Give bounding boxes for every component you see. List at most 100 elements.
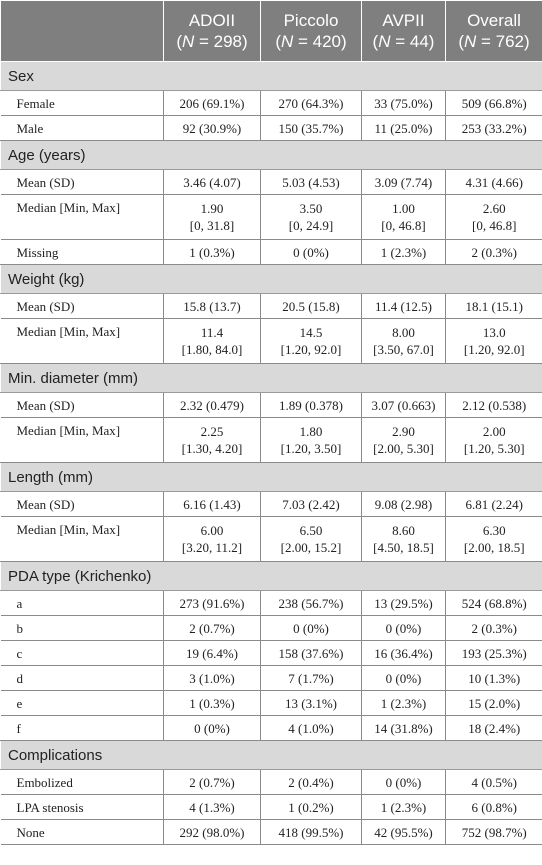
header-avpii: AVPII (N = 44) bbox=[361, 0, 446, 62]
row-label: f bbox=[0, 715, 164, 741]
value-cell: 206 (69.1%) bbox=[163, 90, 261, 116]
range-value: [2.00, 15.2] bbox=[280, 540, 342, 555]
section-title: Min. diameter (mm) bbox=[0, 363, 542, 393]
table-row: Mean (SD) 2.32 (0.479) 1.89 (0.378) 3.07 (0… bbox=[0, 392, 542, 418]
value-cell: 0 (0%) bbox=[361, 665, 446, 691]
median-value: 14.5 bbox=[299, 325, 323, 340]
value-cell: 2 (0.7%) bbox=[163, 615, 261, 641]
range-value: [1.20, 92.0] bbox=[463, 342, 525, 357]
row-label: Mean (SD) bbox=[0, 491, 164, 517]
header-n: 762 bbox=[495, 32, 525, 51]
row-label: Mean (SD) bbox=[0, 293, 164, 319]
range-value: [1.80, 84.0] bbox=[181, 342, 243, 357]
row-label: b bbox=[0, 615, 164, 641]
row-label: Median [Min, Max] bbox=[0, 417, 164, 463]
median-value: 11.4 bbox=[200, 325, 224, 340]
value-cell: 238 (56.7%) bbox=[260, 590, 362, 616]
range-value: [4.50, 18.5] bbox=[373, 540, 434, 555]
value-cell: 2 (0.7%) bbox=[163, 769, 261, 795]
table-row: Female 206 (69.1%) 270 (64.3%) 33 (75.0%) 50… bbox=[0, 90, 542, 116]
section-row: Age (years) bbox=[0, 140, 542, 170]
value-cell: 6.81 (2.24) bbox=[445, 491, 542, 517]
median-value: 6.00 bbox=[200, 523, 224, 538]
value-cell: 6 (0.8%) bbox=[445, 794, 542, 820]
section-row: Complications bbox=[0, 740, 542, 770]
table-row: Missing 1 (0.3%) 0 (0%) 1 (2.3%) 2 (0.3%) bbox=[0, 239, 542, 265]
row-label: Female bbox=[0, 90, 164, 116]
value-cell: 2 (0.3%) bbox=[445, 615, 542, 641]
value-cell: 6.00 [3.20, 11.2] bbox=[163, 516, 261, 562]
table-row: a 273 (91.6%) 238 (56.7%) 13 (29.5%) 524 (68… bbox=[0, 590, 542, 616]
value-cell: 1.90 [0, 31.8] bbox=[163, 194, 261, 240]
section-title: Age (years) bbox=[0, 140, 542, 170]
table-row: Male 92 (30.9%) 150 (35.7%) 11 (25.0%) 253 (… bbox=[0, 115, 542, 141]
value-cell: 13.0 [1.20, 92.0] bbox=[445, 318, 542, 364]
range-value: [0, 46.8] bbox=[472, 218, 517, 233]
value-cell: 4 (1.3%) bbox=[163, 794, 261, 820]
median-value: 2.60 bbox=[482, 201, 506, 216]
value-cell: 20.5 (15.8) bbox=[260, 293, 362, 319]
value-cell: 2.25 [1.30, 4.20] bbox=[163, 417, 261, 463]
range-value: [1.20, 5.30] bbox=[463, 441, 525, 456]
header-n: 298 bbox=[213, 32, 243, 51]
value-cell: 0 (0%) bbox=[361, 615, 446, 641]
value-cell: 509 (66.8%) bbox=[445, 90, 542, 116]
value-cell: 10 (1.3%) bbox=[445, 665, 542, 691]
value-cell: 158 (37.6%) bbox=[260, 640, 362, 666]
value-cell: 15.8 (13.7) bbox=[163, 293, 261, 319]
row-label: Median [Min, Max] bbox=[0, 194, 164, 240]
value-cell: 14 (31.8%) bbox=[361, 715, 446, 741]
median-value: 1.90 bbox=[200, 201, 224, 216]
range-value: [2.00, 18.5] bbox=[463, 540, 525, 555]
section-row: Min. diameter (mm) bbox=[0, 363, 542, 393]
header-name: AVPII bbox=[382, 11, 425, 30]
value-cell: 0 (0%) bbox=[163, 715, 261, 741]
table-row: Median [Min, Max] 2.25 [1.30, 4.20] 1.80 [1.… bbox=[0, 417, 542, 463]
value-cell: 2.60 [0, 46.8] bbox=[445, 194, 542, 240]
row-label: Mean (SD) bbox=[0, 392, 164, 418]
value-cell: 273 (91.6%) bbox=[163, 590, 261, 616]
value-cell: 4.31 (4.66) bbox=[445, 169, 542, 195]
table-row: Median [Min, Max] 6.00 [3.20, 11.2] 6.50 [2.… bbox=[0, 516, 542, 562]
value-cell: 3 (1.0%) bbox=[163, 665, 261, 691]
value-cell: 42 (95.5%) bbox=[361, 819, 446, 845]
section-title: Complications bbox=[0, 740, 542, 770]
header-row: ADOII (N = 298) Piccolo (N = 420) AVPII … bbox=[0, 0, 542, 62]
range-value: [0, 46.8] bbox=[381, 218, 426, 233]
header-count: (N = 298) bbox=[176, 32, 248, 51]
section-row: PDA type (Krichenko) bbox=[0, 561, 542, 591]
value-cell: 2 (0.4%) bbox=[260, 769, 362, 795]
section-title: PDA type (Krichenko) bbox=[0, 561, 542, 591]
value-cell: 2 (0.3%) bbox=[445, 239, 542, 265]
value-cell: 15 (2.0%) bbox=[445, 690, 542, 716]
header-count: (N = 420) bbox=[275, 32, 347, 51]
value-cell: 6.16 (1.43) bbox=[163, 491, 261, 517]
value-cell: 4 (0.5%) bbox=[445, 769, 542, 795]
value-cell: 7.03 (2.42) bbox=[260, 491, 362, 517]
value-cell: 524 (68.8%) bbox=[445, 590, 542, 616]
row-label: LPA stenosis bbox=[0, 794, 164, 820]
row-label: Mean (SD) bbox=[0, 169, 164, 195]
range-value: [3.50, 67.0] bbox=[373, 342, 434, 357]
row-label: Male bbox=[0, 115, 164, 141]
value-cell: 292 (98.0%) bbox=[163, 819, 261, 845]
header-name: ADOII bbox=[188, 11, 236, 30]
value-cell: 1.00 [0, 46.8] bbox=[361, 194, 446, 240]
value-cell: 2.32 (0.479) bbox=[163, 392, 261, 418]
median-value: 2.90 bbox=[392, 424, 415, 439]
table-body: Sex Female 206 (69.1%) 270 (64.3%) 33 (75.0%… bbox=[0, 61, 542, 845]
median-value: 2.00 bbox=[482, 424, 506, 439]
value-cell: 11.4 (12.5) bbox=[361, 293, 446, 319]
table-row: Mean (SD) 3.46 (4.07) 5.03 (4.53) 3.09 (7.7… bbox=[0, 169, 542, 195]
section-title: Weight (kg) bbox=[0, 264, 542, 294]
value-cell: 19 (6.4%) bbox=[163, 640, 261, 666]
header-count: (N = 44) bbox=[372, 32, 435, 51]
value-cell: 1 (2.3%) bbox=[361, 239, 446, 265]
range-value: [1.30, 4.20] bbox=[181, 441, 243, 456]
value-cell: 1 (2.3%) bbox=[361, 794, 446, 820]
range-value: [0, 24.9] bbox=[288, 218, 334, 233]
median-value: 6.30 bbox=[482, 523, 506, 538]
table-row: None 292 (98.0%) 418 (99.5%) 42 (95.5%) 752 … bbox=[0, 819, 542, 845]
